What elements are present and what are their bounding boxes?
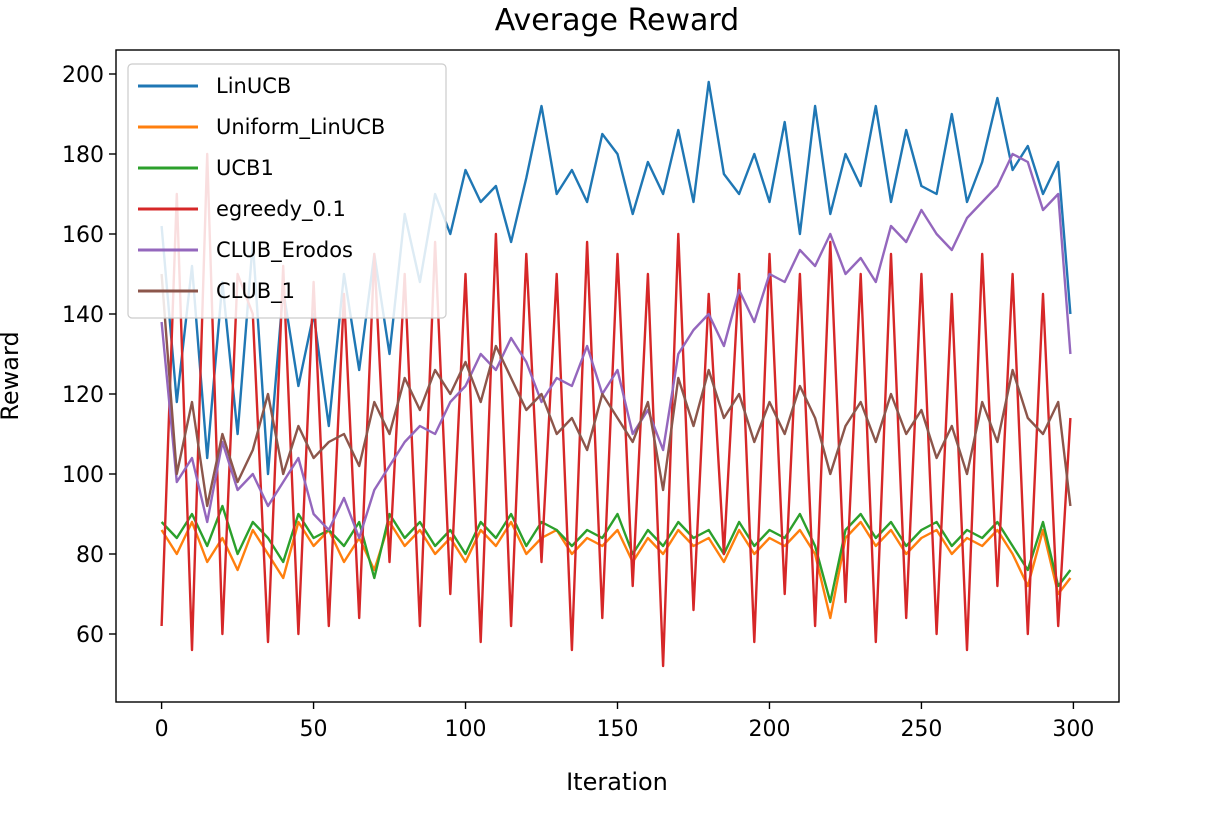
legend-label: UCB1: [216, 156, 274, 180]
legend: LinUCB Uniform_LinUCB UCB1 egreedy_0.1 CLUB_…: [127, 63, 447, 319]
chart-title: Average Reward: [495, 3, 739, 38]
legend-label: Uniform_LinUCB: [216, 115, 385, 140]
legend-box: [127, 63, 447, 319]
x-tick-label: 0: [155, 717, 169, 742]
y-tick-label: 140: [62, 303, 104, 328]
y-tick-label: 160: [62, 223, 104, 248]
x-tick-label: 150: [597, 717, 639, 742]
x-tick-label: 50: [300, 717, 328, 742]
x-tick-label: 100: [445, 717, 487, 742]
y-tick-label: 180: [62, 143, 104, 168]
series-line-uniform-linucb: [160, 520, 1072, 620]
y-tick-label: 200: [62, 63, 104, 88]
series-line-club-1: [160, 273, 1072, 508]
series-line-ucb1: [160, 504, 1072, 604]
x-axis-label: Iteration: [566, 768, 668, 796]
y-tick-label: 80: [76, 543, 104, 568]
legend-label: CLUB_1: [216, 279, 295, 304]
series-line-club-erodos: [160, 152, 1072, 540]
x-tick-label: 300: [1052, 717, 1094, 742]
legend-label: egreedy_0.1: [216, 197, 346, 222]
x-tick-label: 200: [748, 717, 790, 742]
series-layer: [160, 80, 1072, 668]
y-tick-label: 120: [62, 383, 104, 408]
x-tick-label: 250: [900, 717, 942, 742]
y-tick-label: 60: [76, 623, 104, 648]
legend-label: CLUB_Erodos: [216, 238, 353, 263]
y-axis-label: Reward: [0, 331, 24, 420]
legend-label: LinUCB: [216, 74, 291, 98]
axes-layer: 0 50 100 150 200 250 300 60 80 100 120 140 160 180 200: [62, 63, 1094, 742]
y-tick-label: 100: [62, 463, 104, 488]
